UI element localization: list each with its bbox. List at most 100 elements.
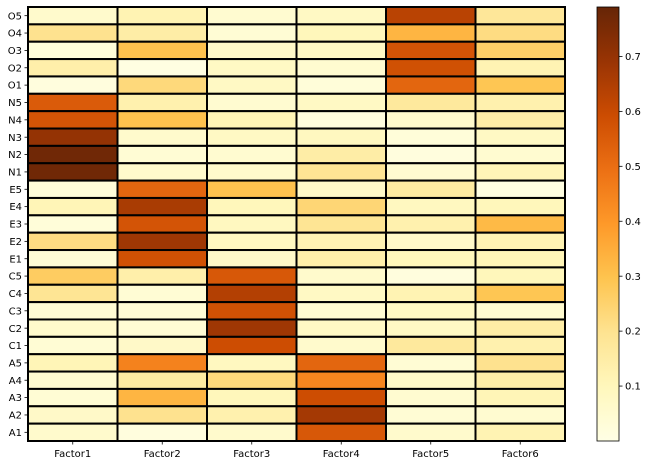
x-tick-label: Factor3	[233, 449, 270, 460]
heatmap-cell-O3-Factor5	[385, 40, 477, 61]
heatmap-cell-A5-Factor4	[295, 353, 387, 373]
y-tick-label: E4	[9, 202, 22, 213]
heatmap-cell-C1-Factor4	[295, 335, 387, 356]
heatmap-cell-O1-Factor1	[27, 75, 119, 95]
y-tick-label: A4	[9, 376, 22, 387]
heatmap-cell-N5-Factor5	[385, 92, 477, 113]
heatmap-cell-E4-Factor2	[116, 196, 208, 217]
heatmap-cell-O4-Factor3	[206, 23, 298, 43]
x-tick-label: Factor1	[54, 449, 91, 460]
heatmap-cell-C1-Factor1	[27, 335, 119, 356]
y-tick-label: E1	[9, 254, 22, 265]
colorbar-ticks: 0.1 0.2 0.3 0.4 0.5 0.6 0.7	[619, 52, 641, 393]
heatmap-cell-O1-Factor2	[116, 75, 208, 95]
y-tick-label: A2	[9, 411, 22, 422]
heatmap-cell-C1-Factor5	[385, 335, 477, 356]
heatmap-cell-O4-Factor4	[295, 23, 387, 43]
y-tick-label: O3	[8, 46, 22, 57]
y-tick-label: N4	[8, 115, 22, 126]
heatmap-cell-C4-Factor6	[474, 283, 566, 304]
heatmap-cell-E3-Factor2	[116, 214, 208, 234]
heatmap-cell-A4-Factor6	[474, 370, 566, 390]
heatmap-cell-E3-Factor5	[385, 214, 477, 234]
y-tick-label: N3	[8, 133, 22, 144]
heatmap-cell-N2-Factor3	[206, 144, 298, 165]
heatmap-cell-C5-Factor1	[27, 266, 119, 286]
heatmap-cell-A2-Factor2	[116, 405, 208, 425]
colorbar-tick-label: 0.7	[625, 52, 641, 63]
heatmap-cell-N2-Factor5	[385, 144, 477, 165]
heatmap-cell-O1-Factor4	[295, 75, 387, 95]
heatmap-cell-E4-Factor6	[474, 196, 566, 217]
heatmap-cell-A4-Factor2	[116, 370, 208, 390]
heatmap-cell-O2-Factor6	[474, 58, 566, 78]
heatmap-cell-A4-Factor3	[206, 370, 298, 390]
heatmap-cell-E4-Factor5	[385, 196, 477, 217]
heatmap-cell-N5-Factor2	[116, 92, 208, 113]
heatmap-cell-E3-Factor1	[27, 214, 119, 234]
heatmap-cell-O3-Factor4	[295, 40, 387, 61]
heatmap-cell-N4-Factor2	[116, 110, 208, 130]
heatmap-cell-O3-Factor1	[27, 40, 119, 61]
heatmap-cell-N1-Factor2	[116, 162, 208, 182]
colorbar-tick-label: 0.4	[625, 217, 641, 228]
heatmap-cell-E4-Factor1	[27, 196, 119, 217]
heatmap-cell-O5-Factor4	[295, 6, 387, 26]
heatmap-cell-O2-Factor1	[27, 58, 119, 78]
y-tick-label: N2	[8, 150, 22, 161]
heatmap-cell-C2-Factor1	[27, 318, 119, 338]
heatmap-cell-O5-Factor6	[474, 6, 566, 26]
heatmap-cell-A2-Factor5	[385, 405, 477, 425]
heatmap-cells	[27, 6, 566, 443]
heatmap-cell-O4-Factor6	[474, 23, 566, 43]
y-tick-label: E2	[9, 237, 22, 248]
heatmap-cell-O1-Factor6	[474, 75, 566, 95]
heatmap-cell-A1-Factor6	[474, 422, 566, 443]
heatmap-cell-C3-Factor2	[116, 301, 208, 321]
heatmap-cell-A1-Factor4	[295, 422, 387, 443]
heatmap-cell-A1-Factor1	[27, 422, 119, 443]
heatmap-cell-N3-Factor5	[385, 127, 477, 147]
heatmap-cell-N4-Factor6	[474, 110, 566, 130]
heatmap-cell-A3-Factor1	[27, 387, 119, 408]
heatmap-cell-O2-Factor3	[206, 58, 298, 78]
heatmap-cell-N3-Factor3	[206, 127, 298, 147]
heatmap-cell-O3-Factor3	[206, 40, 298, 61]
heatmap-cell-N1-Factor4	[295, 162, 387, 182]
heatmap-cell-N4-Factor4	[295, 110, 387, 130]
y-tick-label: O2	[8, 63, 22, 74]
heatmap-cell-N4-Factor1	[27, 110, 119, 130]
colorbar	[596, 6, 620, 442]
heatmap-cell-C2-Factor6	[474, 318, 566, 338]
heatmap-cell-E1-Factor4	[295, 249, 387, 269]
heatmap-cell-C2-Factor2	[116, 318, 208, 338]
heatmap-cell-A3-Factor2	[116, 387, 208, 408]
x-tick-label: Factor4	[323, 449, 360, 460]
heatmap-cell-C4-Factor4	[295, 283, 387, 304]
heatmap-cell-E4-Factor3	[206, 196, 298, 217]
heatmap-cell-A5-Factor2	[116, 353, 208, 373]
x-tick-label: Factor5	[412, 449, 449, 460]
heatmap-cell-C1-Factor6	[474, 335, 566, 356]
y-tick-label: O5	[8, 11, 22, 22]
heatmap-cell-N5-Factor4	[295, 92, 387, 113]
heatmap-cell-N2-Factor1	[27, 144, 119, 165]
heatmap-cell-E4-Factor4	[295, 196, 387, 217]
y-tick-label: C4	[9, 289, 22, 300]
heatmap-cell-C1-Factor2	[116, 335, 208, 356]
heatmap-cell-C4-Factor5	[385, 283, 477, 304]
heatmap-cell-N5-Factor6	[474, 92, 566, 113]
heatmap-cell-N2-Factor2	[116, 144, 208, 165]
heatmap-cell-N1-Factor1	[27, 162, 119, 182]
heatmap-cell-A3-Factor3	[206, 387, 298, 408]
colorbar-tick-label: 0.2	[625, 327, 641, 338]
heatmap-cell-E5-Factor4	[295, 179, 387, 199]
heatmap-cell-A3-Factor6	[474, 387, 566, 408]
y-tick-label: O4	[8, 29, 22, 40]
heatmap-cell-E2-Factor1	[27, 231, 119, 252]
heatmap-cell-N3-Factor2	[116, 127, 208, 147]
heatmap-cell-A5-Factor5	[385, 353, 477, 373]
heatmap-cell-C4-Factor1	[27, 283, 119, 304]
